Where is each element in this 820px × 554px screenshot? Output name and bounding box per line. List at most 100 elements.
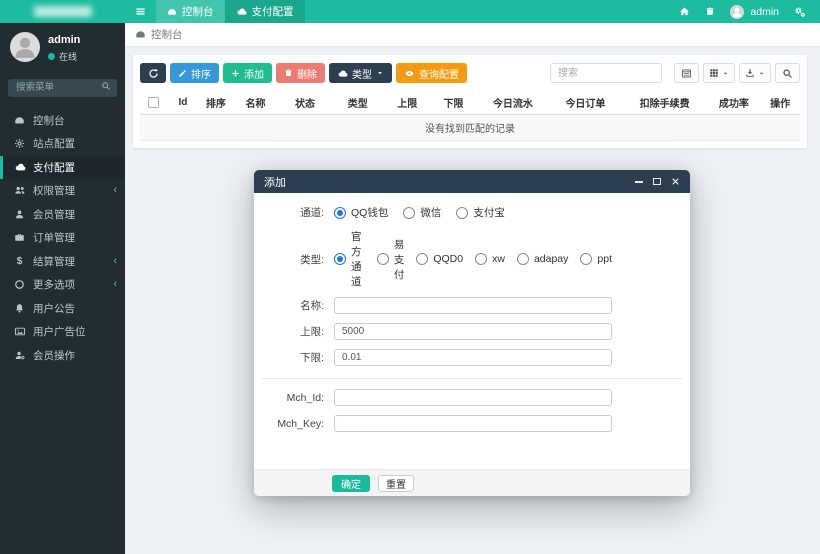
user-status-label: 在线 [59, 52, 78, 62]
reset-button[interactable]: 重置 [378, 474, 414, 492]
radio-channel-alipay[interactable]: 支付宝 [456, 205, 505, 220]
sidebar-item-settlement[interactable]: $ 结算管理 ‹ [0, 250, 125, 274]
search-toggle-button[interactable] [775, 63, 800, 83]
trash-icon [285, 69, 292, 77]
col-status[interactable]: 状态 [278, 90, 332, 115]
close-icon[interactable] [671, 177, 680, 186]
cogs-icon[interactable] [794, 6, 806, 18]
main-content: 控制台 排序 添加 [125, 23, 820, 554]
view-config-button[interactable]: 查询配置 [396, 63, 467, 83]
radio-type-adapay[interactable]: adapay [516, 253, 568, 265]
menu-label: 控制台 [33, 114, 65, 127]
col-sort[interactable]: 排序 [199, 90, 233, 115]
menu-label: 订单管理 [33, 232, 75, 245]
lower-limit-input[interactable] [334, 349, 612, 366]
type-label: 类型 [352, 69, 372, 81]
sidebar-toggle-button[interactable] [125, 0, 156, 23]
sidebar-search [8, 77, 117, 97]
refresh-button[interactable] [140, 63, 166, 83]
table-header-row: Id 排序 名称 状态 类型 上限 下限 今日流水 今日订单 扣除手续费 成功率… [140, 90, 800, 115]
payment-table-card: 排序 添加 删除 类型 [133, 55, 807, 148]
sidebar-item-member-actions[interactable]: 会员操作 [0, 344, 125, 368]
sidebar-item-ad-slots[interactable]: 用户广告位 [0, 320, 125, 344]
upper-limit-field-row: 上限: [262, 323, 612, 340]
avatar[interactable] [10, 32, 40, 62]
radio-type-yipay[interactable]: 易支付 [376, 237, 404, 282]
add-button[interactable]: 添加 [223, 63, 272, 83]
users-icon [14, 187, 24, 194]
col-upper-limit[interactable]: 上限 [384, 90, 431, 115]
upper-limit-label: 上限: [300, 326, 324, 338]
columns-dropdown-button[interactable] [703, 63, 735, 83]
chevron-left-icon: ‹ [113, 278, 117, 291]
name-input[interactable] [334, 297, 612, 314]
trash-icon[interactable] [705, 6, 715, 17]
breadcrumb-label: 控制台 [151, 29, 183, 41]
sidebar-search-input[interactable] [8, 78, 117, 97]
sort-button[interactable]: 排序 [170, 63, 219, 83]
circle-icon [15, 280, 24, 290]
select-all-checkbox[interactable] [147, 96, 159, 108]
table-search-input[interactable] [550, 63, 662, 83]
search-icon[interactable] [101, 81, 111, 91]
pagination-toggle-button[interactable] [674, 63, 699, 83]
export-dropdown-button[interactable] [739, 63, 771, 83]
mch-key-input[interactable] [334, 415, 612, 432]
type-dropdown-button[interactable]: 类型 [329, 63, 392, 83]
menu-label: 支付配置 [33, 161, 75, 174]
cloud-icon [15, 164, 25, 171]
person-icon [15, 37, 35, 58]
col-success-rate[interactable]: 成功率 [707, 90, 761, 115]
home-icon[interactable] [679, 6, 690, 17]
eye-icon [405, 70, 414, 76]
mch-id-input[interactable] [334, 389, 612, 406]
type-field-row: 类型: 官方通道 易支付 QQD0 xw adapay ppt [262, 229, 612, 289]
menu-label: 用户公告 [33, 302, 75, 315]
col-lower-limit[interactable]: 下限 [430, 90, 477, 115]
dashboard-icon [136, 31, 145, 38]
sidebar-item-more-options[interactable]: 更多选项 ‹ [0, 273, 125, 297]
tab-payment-config[interactable]: 支付配置 [224, 0, 305, 23]
channel-field-row: 通道: QQ钱包 微信 支付宝 [262, 205, 612, 220]
delete-button[interactable]: 删除 [276, 63, 325, 83]
upper-limit-input[interactable] [334, 323, 612, 340]
col-id[interactable]: Id [166, 90, 200, 115]
sidebar-item-announcements[interactable]: 用户公告 [0, 297, 125, 321]
add-label: 添加 [244, 69, 264, 81]
col-fee-deduction[interactable]: 扣除手续费 [621, 90, 708, 115]
person-icon [732, 7, 742, 17]
col-type[interactable]: 类型 [331, 90, 385, 115]
col-today-orders[interactable]: 今日订单 [549, 90, 622, 115]
user-menu-button[interactable]: admin [730, 4, 779, 19]
tab-dashboard[interactable]: 控制台 [156, 0, 225, 23]
list-panel-icon [682, 68, 691, 78]
radio-type-xw[interactable]: xw [475, 253, 505, 265]
sidebar-item-permissions[interactable]: 权限管理 ‹ [0, 179, 125, 203]
user-status: 在线 [48, 50, 80, 63]
breadcrumb[interactable]: 控制台 [125, 23, 820, 47]
minimize-icon[interactable] [635, 180, 643, 183]
col-actions[interactable]: 操作 [760, 90, 800, 115]
sidebar-item-dashboard[interactable]: 控制台 [0, 109, 125, 133]
app-logo[interactable] [0, 0, 125, 23]
dialog-header[interactable]: 添加 [254, 170, 690, 193]
chevron-left-icon: ‹ [113, 254, 117, 267]
radio-type-ppt[interactable]: ppt [580, 253, 612, 265]
mch-id-label: Mch_Id: [286, 391, 324, 404]
sidebar-item-site-config[interactable]: 站点配置 [0, 132, 125, 156]
sidebar-item-payment-config[interactable]: 支付配置 [0, 155, 125, 179]
radio-type-official[interactable]: 官方通道 [334, 229, 365, 289]
radio-type-qqd0[interactable]: QQD0 [416, 253, 463, 265]
confirm-button[interactable]: 确定 [332, 474, 370, 492]
maximize-icon[interactable] [653, 178, 661, 185]
navbar-actions: admin [679, 0, 820, 23]
cloud-icon [237, 8, 246, 15]
radio-channel-qq-wallet[interactable]: QQ钱包 [334, 205, 388, 220]
sidebar-item-members[interactable]: 会员管理 [0, 203, 125, 227]
col-name[interactable]: 名称 [232, 90, 279, 115]
radio-channel-wechat[interactable]: 微信 [403, 205, 441, 220]
user-name: admin [750, 5, 779, 18]
col-today-flow[interactable]: 今日流水 [476, 90, 550, 115]
sidebar-item-orders[interactable]: 订单管理 [0, 226, 125, 250]
